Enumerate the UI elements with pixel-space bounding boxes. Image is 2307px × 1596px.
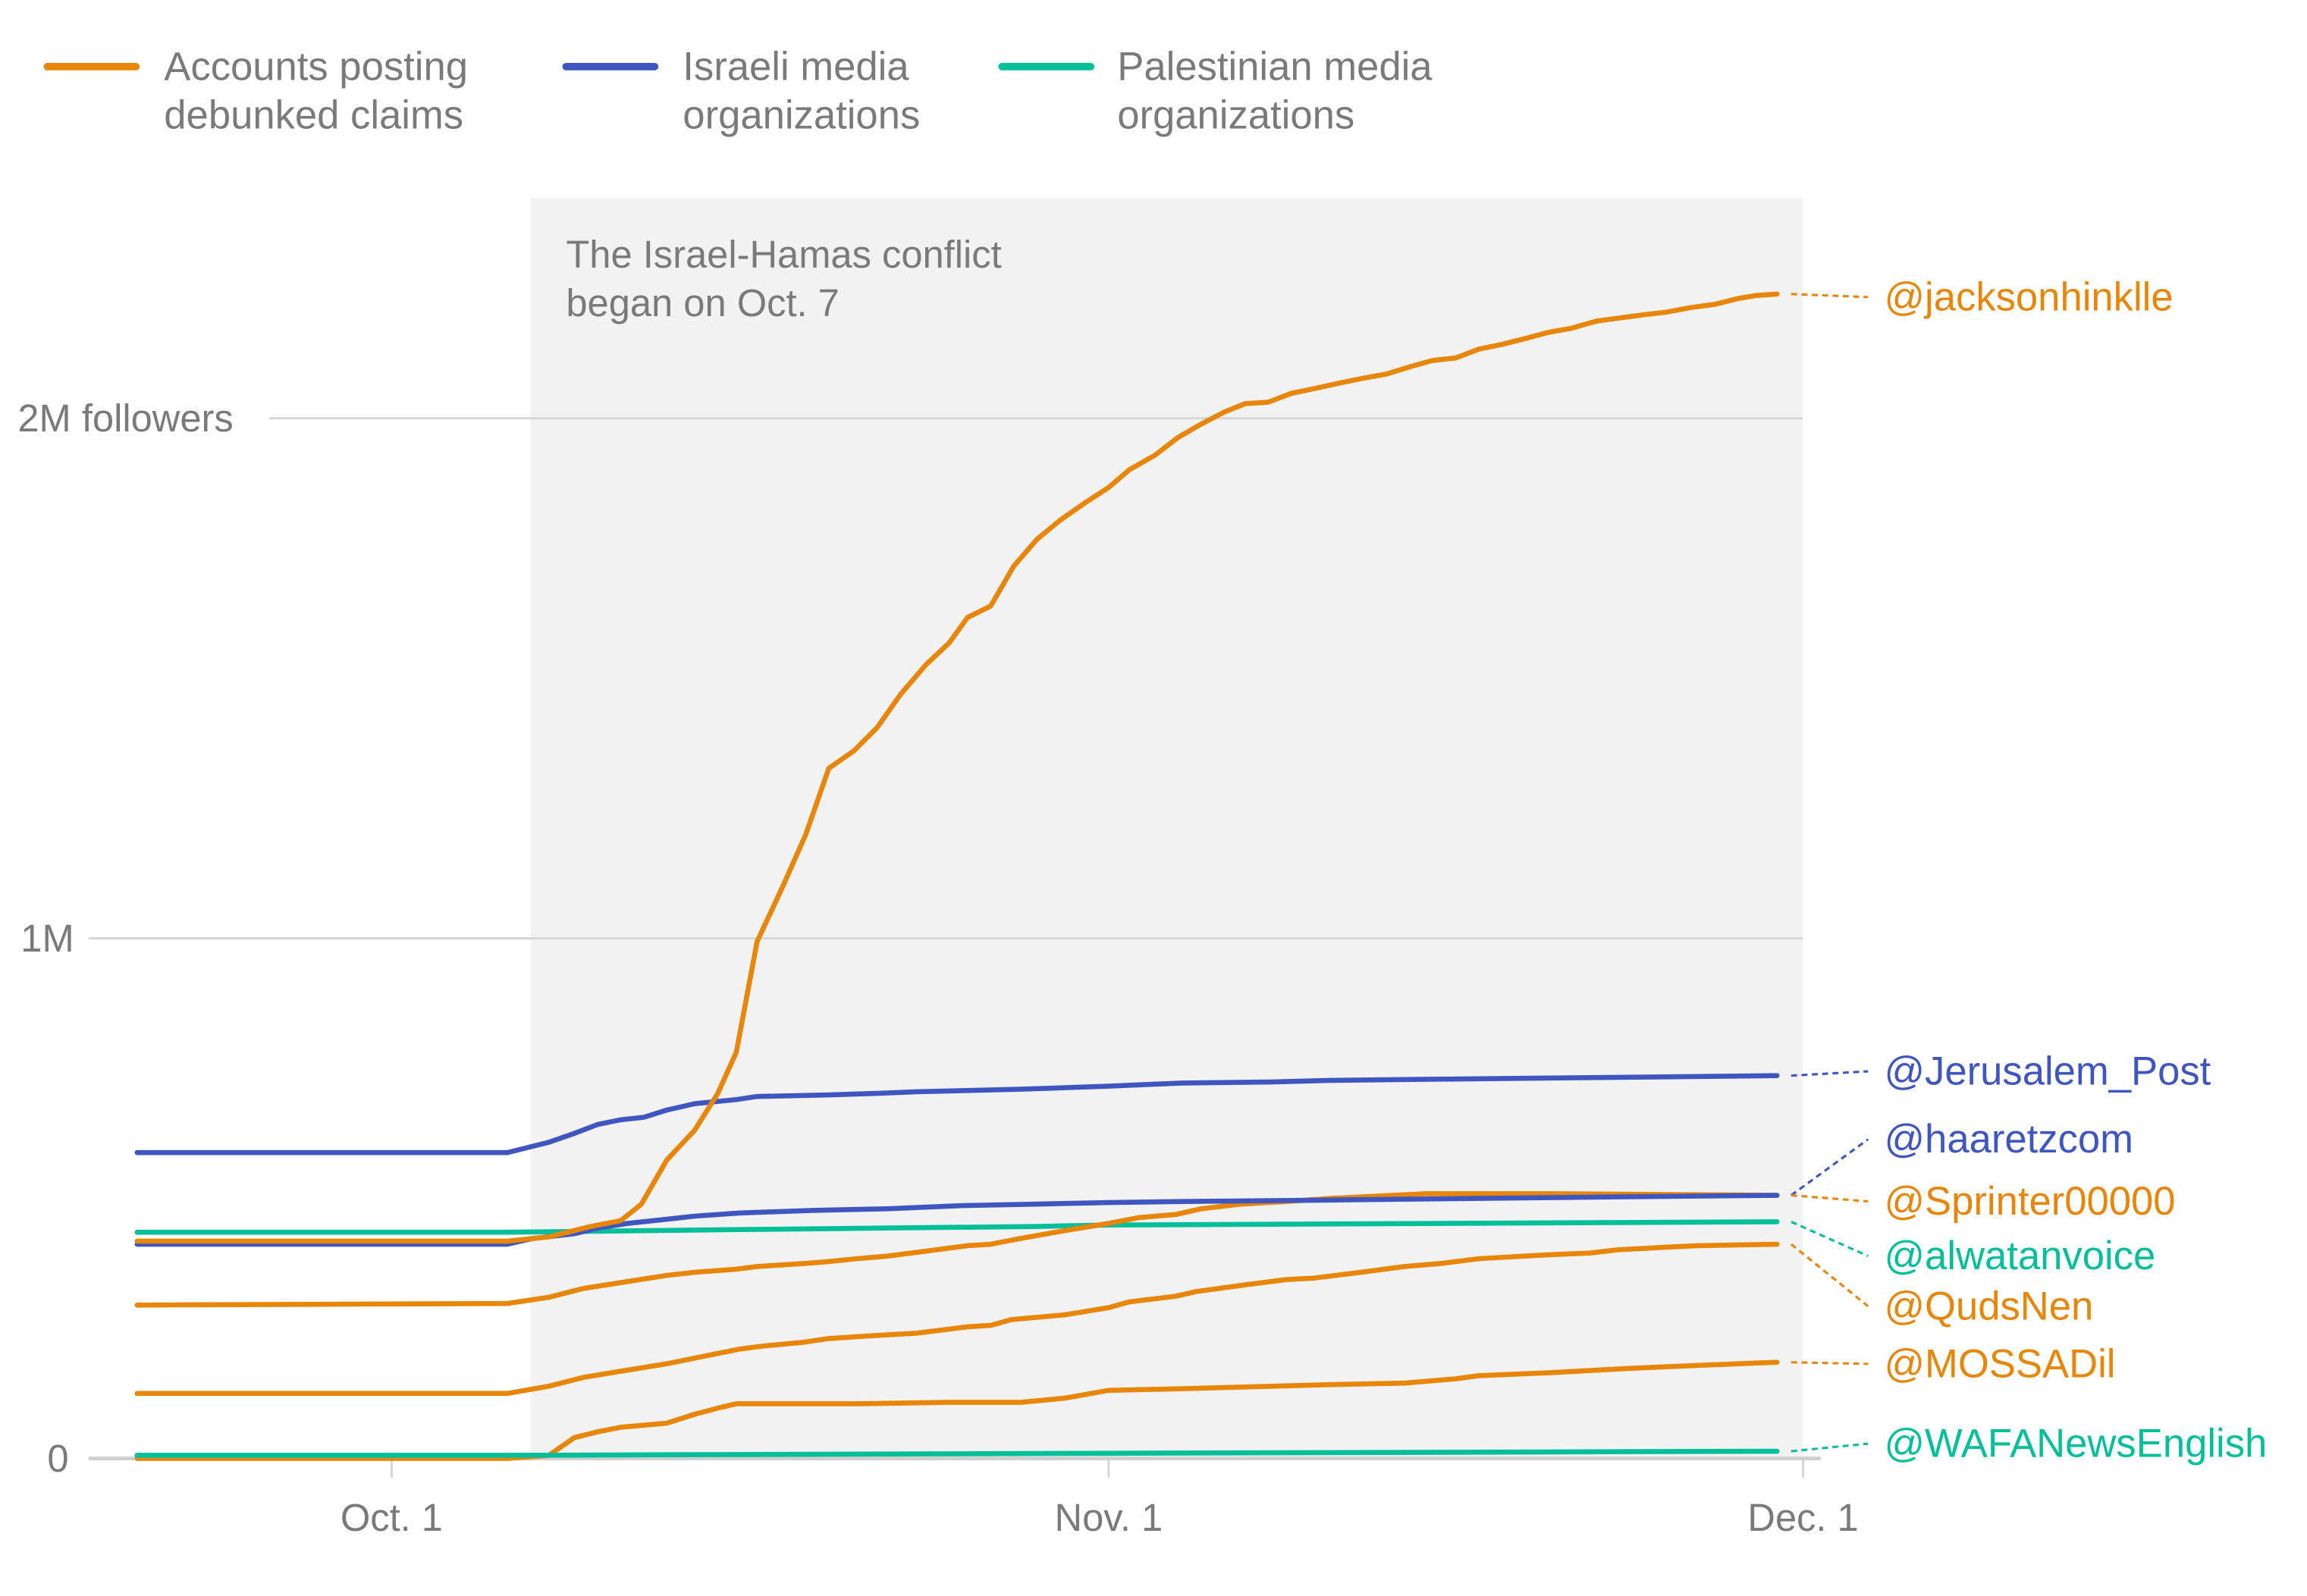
label-connector <box>1791 1361 1869 1366</box>
legend-label-palestinian-line1: Palestinian media <box>1117 44 1433 89</box>
x-tick-label: Dec. 1 <box>1747 1496 1858 1539</box>
series-label-haaretzcom: @haaretzcom <box>1885 1117 2133 1162</box>
series-labels: @jacksonhinklle @Jerusalem_Post @haaretzco… <box>1790 274 2268 1466</box>
label-connector <box>1791 1220 1869 1258</box>
legend-item-debunked: Accounts posting debunked claims <box>43 44 468 138</box>
series-label-jerusalem_post: @Jerusalem_Post <box>1885 1049 2211 1094</box>
series-line-jacksonhinklle <box>134 291 1780 1244</box>
label-connector <box>1791 1442 1869 1453</box>
y-axis: 0 1M 2M followers <box>17 397 1821 1480</box>
series-lines <box>134 291 1780 1461</box>
legend: Accounts posting debunked claims Israeli… <box>43 44 1433 138</box>
annotation-line2: began on Oct. 7 <box>566 281 839 325</box>
label-connector <box>1790 1138 1869 1196</box>
series-line-wafanewsenglish <box>134 1448 1780 1458</box>
series-line-mossadil <box>134 1359 1780 1461</box>
x-tick-label: Oct. 1 <box>341 1496 443 1539</box>
y-tick-label: 0 <box>47 1437 68 1480</box>
series-line-jerusalem_post <box>134 1073 1780 1155</box>
series-line-alwatanvoice <box>134 1219 1780 1235</box>
legend-item-israeli: Israeli media organizations <box>562 44 920 138</box>
x-axis: Oct. 1 Nov. 1 Dec. 1 <box>341 1460 1859 1539</box>
legend-label-palestinian-line2: organizations <box>1117 93 1354 138</box>
y-tick-label: 2M followers <box>17 397 233 440</box>
series-line-haaretzcom <box>134 1193 1780 1247</box>
label-connector <box>1791 1070 1869 1077</box>
series-label-mossadil: @MOSSADil <box>1885 1341 2116 1386</box>
legend-item-palestinian: Palestinian media organizations <box>998 44 1433 138</box>
conflict-period-shade <box>530 198 1803 1459</box>
y-tick-label: 1M <box>20 917 74 960</box>
legend-label-israeli-line1: Israeli media <box>683 44 909 89</box>
annotation-line1: The Israel-Hamas conflict <box>566 233 1001 276</box>
series-label-alwatanvoice: @alwatanvoice <box>1885 1234 2156 1278</box>
series-label-qudsnen: @QudsNen <box>1885 1284 2094 1328</box>
series-label-wafanewsenglish: @WAFANewsEnglish <box>1885 1422 2268 1466</box>
legend-label-debunked-line1: Accounts posting <box>164 44 468 89</box>
series-label-jacksonhinklle: @jacksonhinklle <box>1885 274 2174 319</box>
label-connector <box>1791 1193 1869 1203</box>
series-label-sprinter00000: @Sprinter00000 <box>1885 1179 2176 1224</box>
label-connector <box>1791 293 1869 299</box>
series-line-qudsnen <box>134 1241 1780 1397</box>
label-connector <box>1790 1243 1869 1308</box>
legend-label-debunked-line2: debunked claims <box>164 93 463 138</box>
x-tick-label: Nov. 1 <box>1055 1496 1163 1539</box>
legend-label-israeli-line2: organizations <box>683 93 920 138</box>
